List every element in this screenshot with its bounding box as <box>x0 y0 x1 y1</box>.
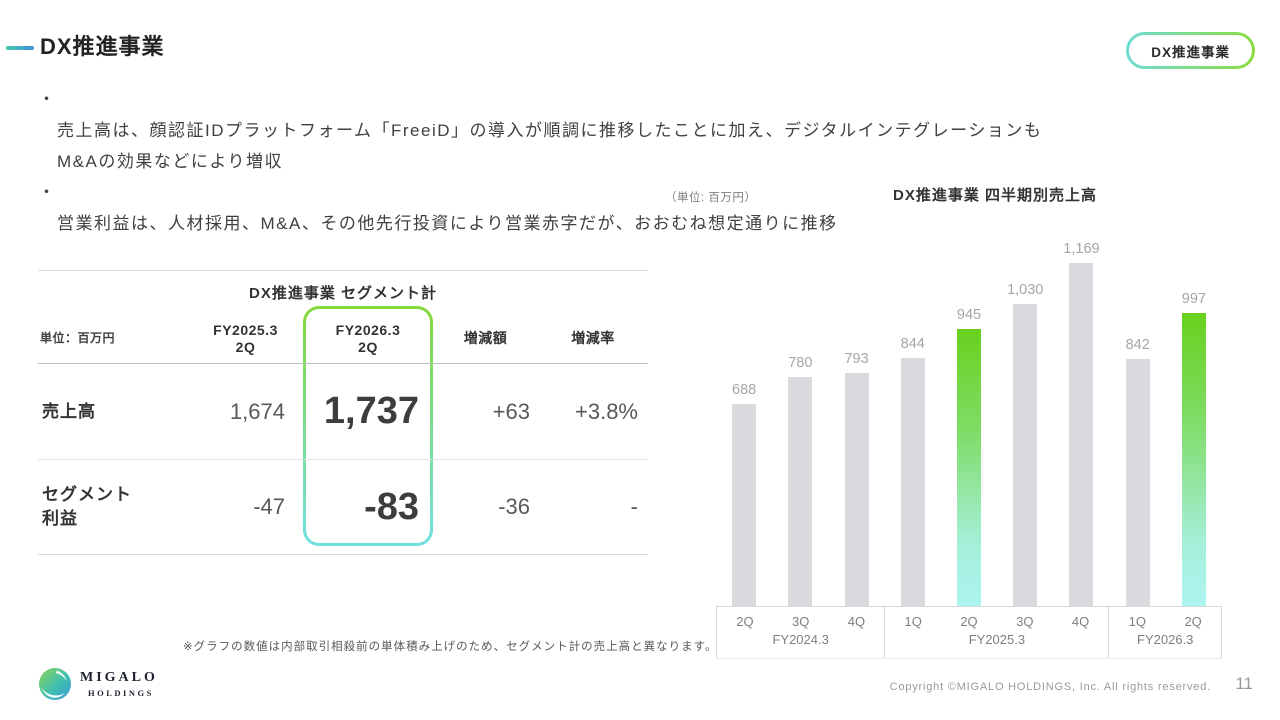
bar-value-label: 842 <box>1125 337 1150 353</box>
bar <box>1125 359 1150 606</box>
revenue-change-rate: +3.8% <box>575 398 638 424</box>
table-header-row: 単位：百万円 FY2025.3 2Q FY2026.3 2Q 増減額 増減率 <box>38 314 648 363</box>
bar-slot: 842 <box>1110 230 1166 606</box>
bar-slot: 945 <box>941 230 997 606</box>
table-unit-label: 単位：百万円 <box>40 331 116 345</box>
row-label-revenue: 売上高 <box>42 401 96 421</box>
column-header-change-rate: 増減率 <box>571 330 615 346</box>
bullet-revenue-text: 売上高は、顔認証IDプラットフォーム「FreeiD」の導入が順調に推移したことに… <box>57 121 1043 171</box>
company-logo: MIGALO HOLDINGS <box>38 667 158 701</box>
bar <box>1069 263 1094 606</box>
bar-group: 844 945 1,030 1,169 <box>885 230 1110 606</box>
chart-unit-label: （単位: 百万円） <box>665 192 757 204</box>
axis-quarter-label: 2Q <box>1184 614 1202 629</box>
axis-quarter-label: 2Q <box>960 614 978 629</box>
bar-value-label: 945 <box>956 307 982 323</box>
bar-slot: 997 <box>1166 230 1222 606</box>
bullet-profit-text: 営業利益は、人材採用、M&A、その他先行投資により営業赤字だが、おおむね想定通り… <box>57 214 838 233</box>
bar-slot: 1,030 <box>997 230 1053 606</box>
bar <box>957 329 981 606</box>
page-title: DX推進事業 <box>40 34 165 59</box>
axis-group: 1Q 2Q FY2026.3 <box>1108 607 1222 658</box>
profit-change-value: -36 <box>498 494 530 519</box>
axis-quarter-label: 1Q <box>904 614 922 629</box>
summary-bullets: ・売上高は、顔認証IDプラットフォーム「FreeiD」の導入が順調に推移したこと… <box>38 84 1238 239</box>
bar-slot: 793 <box>828 230 884 606</box>
table-title: DX推進事業 セグメント計 <box>248 285 437 302</box>
segment-summary-table: DX推進事業 セグメント計 単位：百万円 FY2025.3 2Q FY2026.… <box>38 270 648 555</box>
bar <box>1013 304 1038 606</box>
column-header-change: 増減額 <box>463 330 508 346</box>
axis-group: 1Q 2Q 3Q 4Q FY2025.3 <box>884 607 1108 658</box>
column-header-fy2025-2q: FY2025.3 2Q <box>213 321 278 355</box>
bullet-profit: ・営業利益は、人材採用、M&A、その他先行投資により営業赤字だが、おおむね想定通… <box>38 177 1238 239</box>
axis-year-label: FY2026.3 <box>1137 632 1194 647</box>
bar-slot: 780 <box>772 230 828 606</box>
chart-axis: 2Q 3Q 4Q FY2024.3 1Q 2Q 3Q 4Q FY2025.3 1Q 2Q FY2026… <box>716 606 1222 659</box>
bar <box>844 373 869 606</box>
axis-quarter-label: 2Q <box>736 614 754 629</box>
table-footnote: ※グラフの数値は内部取引相殺前の単体積み上げのため、セグメント計の売上高と異なり… <box>183 641 718 653</box>
bullet-marker: ・ <box>38 183 57 202</box>
profit-change-rate: - <box>630 494 638 519</box>
bar-value-label: 780 <box>788 355 813 371</box>
page-number: 11 <box>1235 674 1253 693</box>
bar <box>788 377 813 606</box>
revenue-change-value: +63 <box>492 398 530 424</box>
bar <box>732 404 757 606</box>
section-badge: DX推進事業 <box>1126 32 1255 69</box>
axis-year-label: FY2024.3 <box>772 632 829 647</box>
bar-slot: 844 <box>885 230 941 606</box>
section-badge-label: DX推進事業 <box>1151 44 1230 60</box>
axis-year-label: FY2025.3 <box>968 632 1026 647</box>
axis-quarter-row: 1Q 2Q <box>1109 607 1221 632</box>
table-row: 売上高 1,674 1,737 +63 +3.8% <box>38 364 648 459</box>
bar-group: 842 997 <box>1110 230 1222 606</box>
current-quarter-highlight-box <box>303 306 433 546</box>
bullet-revenue: ・売上高は、顔認証IDプラットフォーム「FreeiD」の導入が順調に推移したこと… <box>38 84 1238 177</box>
axis-quarter-label: 4Q <box>1071 614 1090 629</box>
bar-value-label: 793 <box>844 351 869 367</box>
logo-text: MIGALO HOLDINGS <box>80 670 158 698</box>
logo-name: MIGALO <box>80 670 158 685</box>
column-header-fy2026-2q: FY2026.3 2Q <box>335 321 401 355</box>
bar-value-label: 688 <box>732 382 757 398</box>
profit-prev-value: -47 <box>253 494 285 519</box>
migalo-logo-icon <box>39 668 71 700</box>
bar <box>1181 313 1206 606</box>
copyright-text: Copyright ©MIGALO HOLDINGS, Inc. All rig… <box>889 681 1211 693</box>
bullet-marker: ・ <box>38 90 57 109</box>
axis-quarter-label: 4Q <box>847 614 866 629</box>
bar-slot: 1,169 <box>1053 230 1109 606</box>
bar-value-label: 1,169 <box>1063 241 1100 257</box>
bar-value-label: 844 <box>900 336 925 352</box>
row-label-segment-profit: セグメント 利益 <box>42 485 132 528</box>
table-row: セグメント 利益 -47 -83 -36 - <box>38 459 648 554</box>
axis-quarter-label: 1Q <box>1128 614 1146 629</box>
revenue-current-value: 1,737 <box>323 390 419 432</box>
bar <box>900 358 925 606</box>
bar-slot: 688 <box>716 230 772 606</box>
axis-quarter-row: 1Q 2Q 3Q 4Q <box>885 607 1108 632</box>
axis-quarter-label: 3Q <box>792 614 810 629</box>
chart-title: DX推進事業 四半期別売上高 <box>892 187 1097 204</box>
bar-value-label: 1,030 <box>1007 282 1044 298</box>
bar-value-label: 997 <box>1181 291 1206 307</box>
revenue-prev-value: 1,674 <box>229 398 285 424</box>
axis-quarter-label: 3Q <box>1016 614 1034 629</box>
table-body: 売上高 1,674 1,737 +63 +3.8% セグメント 利益 -47 -… <box>38 363 648 555</box>
profit-current-value: -83 <box>364 485 419 528</box>
logo-sub: HOLDINGS <box>88 688 154 698</box>
title-accent-line <box>6 46 34 50</box>
axis-quarter-row: 2Q 3Q 4Q <box>717 607 884 632</box>
chart-bars: 688 780 793 844 945 1,030 1,169 842 997 <box>716 230 1222 606</box>
axis-group: 2Q 3Q 4Q FY2024.3 <box>716 607 884 658</box>
bar-group: 688 780 793 <box>716 230 885 606</box>
